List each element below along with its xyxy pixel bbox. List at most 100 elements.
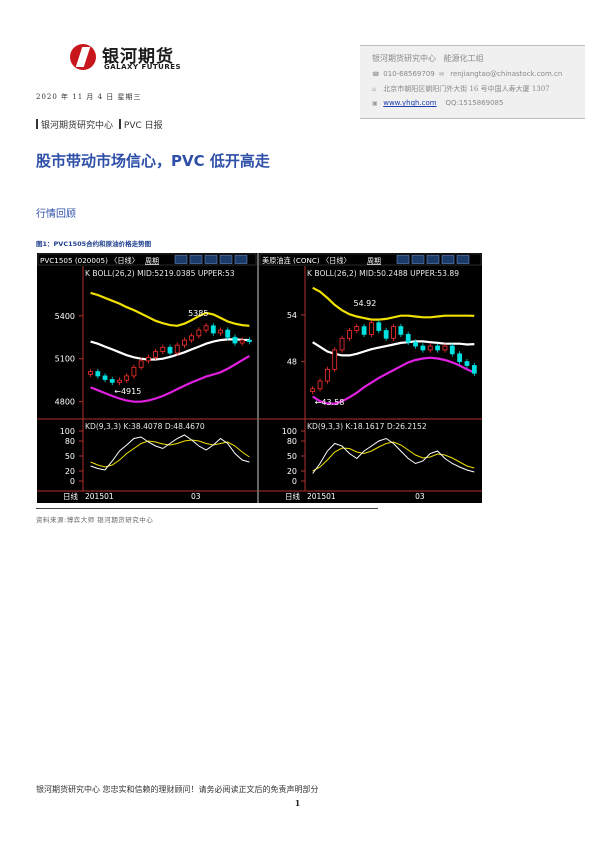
kd-k-line xyxy=(90,434,250,471)
kd-tick-label: 100 xyxy=(282,427,297,436)
contact-org: 银河期货研究中心 xyxy=(372,54,436,63)
toolbar-button-icon xyxy=(204,255,218,264)
page-number: 1 xyxy=(294,798,301,808)
candle-body xyxy=(442,345,448,351)
candle-body xyxy=(347,330,352,339)
kd-tick-label: 50 xyxy=(65,452,75,461)
boll-mid-line xyxy=(90,338,250,361)
low-price-label: ←43.58 xyxy=(315,398,345,407)
breadcrumb-report: PVC 日报 xyxy=(123,121,163,131)
phone-icon: ☎ xyxy=(372,71,380,78)
toolbar-button-icon xyxy=(441,255,455,264)
galaxy-futures-logo-icon xyxy=(70,44,96,70)
candle-body xyxy=(203,325,209,331)
candle-body xyxy=(420,345,426,351)
source-divider xyxy=(36,508,378,509)
candle-body xyxy=(117,379,122,383)
boll-indicator-label: K BOLL(26,2) MID:5219.0385 UPPER:53 xyxy=(85,269,235,278)
kd-tick-label: 80 xyxy=(287,437,297,446)
contact-web-line: ▣ www.yhqh.com QQ:1515869085 xyxy=(372,99,503,107)
website-link[interactable]: www.yhqh.com xyxy=(383,99,437,107)
candle-body xyxy=(239,339,245,344)
contact-qq: QQ:1515869085 xyxy=(445,99,504,107)
toolbar-button-icon xyxy=(174,255,188,264)
boll-upper-line xyxy=(312,286,475,321)
kd-indicator-label: KD(9,3,3) K:38.4078 D:48.4670 xyxy=(85,422,205,431)
boll-upper-line xyxy=(90,291,250,327)
low-price-label: ←4915 xyxy=(114,387,141,396)
breadcrumb-org: 银河期货研究中心 xyxy=(41,121,114,131)
candle-body xyxy=(354,326,360,331)
contact-address-line: ⌂ 北京市朝阳区朝阳门外大街 16 号中国人寿大厦 1307 xyxy=(372,84,550,94)
chart-background xyxy=(37,253,482,503)
section-heading: 行情回顾 xyxy=(36,209,76,220)
toolbar-button-icon xyxy=(456,255,470,264)
breadcrumb-marker xyxy=(36,119,38,129)
kd-tick-label: 0 xyxy=(292,477,297,486)
web-icon: ▣ xyxy=(372,100,378,107)
candle-body xyxy=(339,337,345,351)
kd-tick-label: 20 xyxy=(287,467,297,476)
toolbar-button-icon xyxy=(411,255,425,264)
logo-name-cn: 银河期货 xyxy=(102,47,174,67)
candle-body xyxy=(435,345,440,351)
candle-body xyxy=(138,360,144,368)
candle-body xyxy=(88,371,94,375)
candle-body xyxy=(225,329,231,338)
candle-body xyxy=(317,380,323,390)
candle-body xyxy=(109,379,115,383)
toolbar-button-icon xyxy=(234,255,248,264)
email-icon: ✉ xyxy=(438,71,445,78)
breadcrumb: 银河期货研究中心 PVC 日报 xyxy=(36,118,163,131)
price-chart: PVC1505 (020005) 〈日线〉 周期K BOLL(26,2) MID:… xyxy=(37,253,482,503)
source-note: 资料来源:博弈大师 银河期货研究中心 xyxy=(36,516,154,524)
x-axis-daily-label: 日线 xyxy=(63,491,78,501)
candle-body xyxy=(383,330,389,339)
kd-tick-label: 0 xyxy=(70,477,75,486)
candle-body xyxy=(310,388,316,392)
candle-body xyxy=(376,322,382,331)
x-tick-label: 201501 xyxy=(85,492,114,501)
contact-header: 银河期货研究中心 能源化工组 xyxy=(372,53,484,64)
chart-header: 美原油连 (CONC) 〈日线〉 xyxy=(262,256,351,265)
candle-body xyxy=(391,326,396,339)
contact-phone-line: ☎ 010-68569709 ✉ renjiangtao@chinastock.… xyxy=(372,70,562,78)
toolbar-button-icon xyxy=(189,255,203,264)
high-price-label: 5385 xyxy=(188,309,208,318)
candle-body xyxy=(124,375,130,381)
boll-mid-line xyxy=(312,340,475,357)
candle-body xyxy=(464,361,470,366)
x-tick-label: 201501 xyxy=(307,492,336,501)
kd-d-line xyxy=(312,441,475,472)
candle-body xyxy=(196,329,202,337)
boll-indicator-label: K BOLL(26,2) MID:50.2488 UPPER:53.89 xyxy=(307,269,459,278)
candle-body xyxy=(232,336,238,344)
candle-body xyxy=(405,334,411,343)
candle-body xyxy=(218,329,223,334)
candle-body xyxy=(324,368,330,382)
chart-header-bar xyxy=(37,253,257,266)
candle-body xyxy=(102,375,108,380)
x-tick-label: 03 xyxy=(191,492,201,501)
report-date: 2020 年 11 月 4 日 星期三 xyxy=(36,93,142,101)
kd-tick-label: 80 xyxy=(65,437,75,446)
candle-body xyxy=(189,335,195,341)
candle-body xyxy=(131,366,137,377)
logo-name-en: GALAXY FUTURES xyxy=(104,63,182,71)
candle-body xyxy=(457,353,463,363)
contact-team: 能源化工组 xyxy=(443,54,484,63)
contact-box: 银河期货研究中心 能源化工组 ☎ 010-68569709 ✉ renjiang… xyxy=(360,45,585,119)
boll-lower-line xyxy=(312,356,475,405)
toolbar-button-icon xyxy=(426,255,440,264)
period-label: 周期 xyxy=(367,257,381,265)
kd-k-line xyxy=(312,437,475,474)
y-tick-label: 4800 xyxy=(55,398,75,407)
candle-body xyxy=(210,325,216,334)
candle-body xyxy=(361,326,367,335)
candle-body xyxy=(471,365,477,374)
y-tick-label: 5400 xyxy=(55,312,75,321)
candle-body xyxy=(153,351,158,358)
kd-tick-label: 100 xyxy=(60,427,75,436)
kd-tick-label: 50 xyxy=(287,452,297,461)
candle-body xyxy=(427,345,433,351)
